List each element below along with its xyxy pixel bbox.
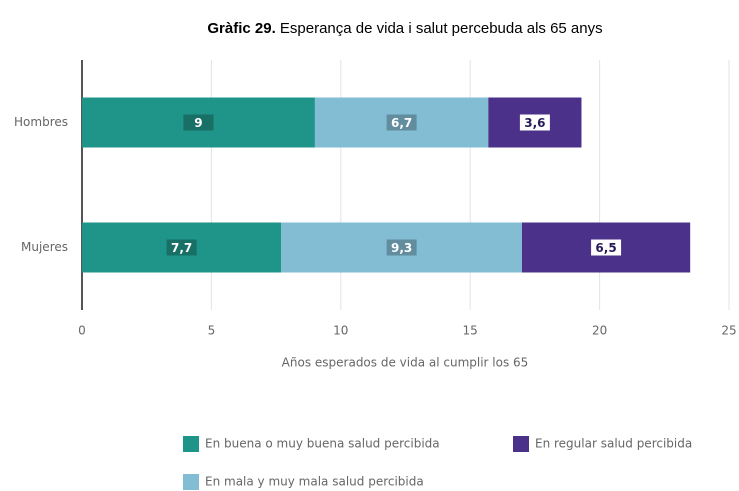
value-label: 9 [194, 116, 202, 130]
chart-title: Gràfic 29. Esperança de vida i salut per… [207, 20, 602, 37]
bar-segment [82, 97, 315, 148]
x-tick-label: 20 [592, 324, 607, 338]
value-label: 3,6 [524, 116, 545, 130]
x-tick-label: 5 [208, 324, 216, 338]
legend-swatch [183, 436, 199, 452]
title-text: Esperança de vida i salut percebuda als … [280, 20, 603, 37]
x-tick-label: 10 [333, 324, 348, 338]
y-tick-label: Mujeres [21, 240, 68, 254]
label-box [183, 114, 214, 131]
label-box [166, 239, 197, 256]
label-box [519, 114, 550, 131]
x-axis-label: Años esperados de vida al cumplir los 65 [282, 356, 529, 370]
value-label: 6,5 [595, 241, 616, 255]
legend-label: En mala y muy mala salud percibida [205, 475, 424, 489]
bar-segment [281, 222, 522, 273]
label-box [386, 114, 417, 131]
value-label: 9,3 [391, 241, 412, 255]
y-tick-label: Hombres [14, 115, 68, 129]
x-tick-label: 0 [78, 324, 86, 338]
legend-swatch [513, 436, 529, 452]
value-label: 6,7 [391, 116, 412, 130]
value-label: 7,7 [171, 241, 192, 255]
bar-segment [82, 222, 282, 273]
x-tick-label: 15 [463, 324, 478, 338]
x-tick-label: 25 [721, 324, 736, 338]
label-box [386, 239, 417, 256]
title-number: Gràfic 29. [207, 20, 275, 37]
legend-label: En buena o muy buena salud percibida [205, 437, 440, 451]
legend-label: En regular salud percibida [535, 437, 692, 451]
legend-swatch [183, 474, 199, 490]
bar-segment [314, 97, 489, 148]
label-box [591, 239, 622, 256]
